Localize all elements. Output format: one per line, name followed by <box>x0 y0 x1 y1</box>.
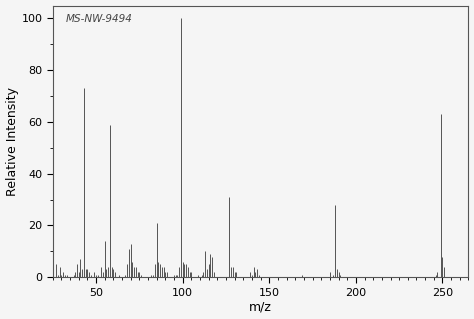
Y-axis label: Relative Intensity: Relative Intensity <box>6 87 18 196</box>
X-axis label: m/z: m/z <box>249 300 272 314</box>
Text: MS-NW-9494: MS-NW-9494 <box>65 14 132 24</box>
